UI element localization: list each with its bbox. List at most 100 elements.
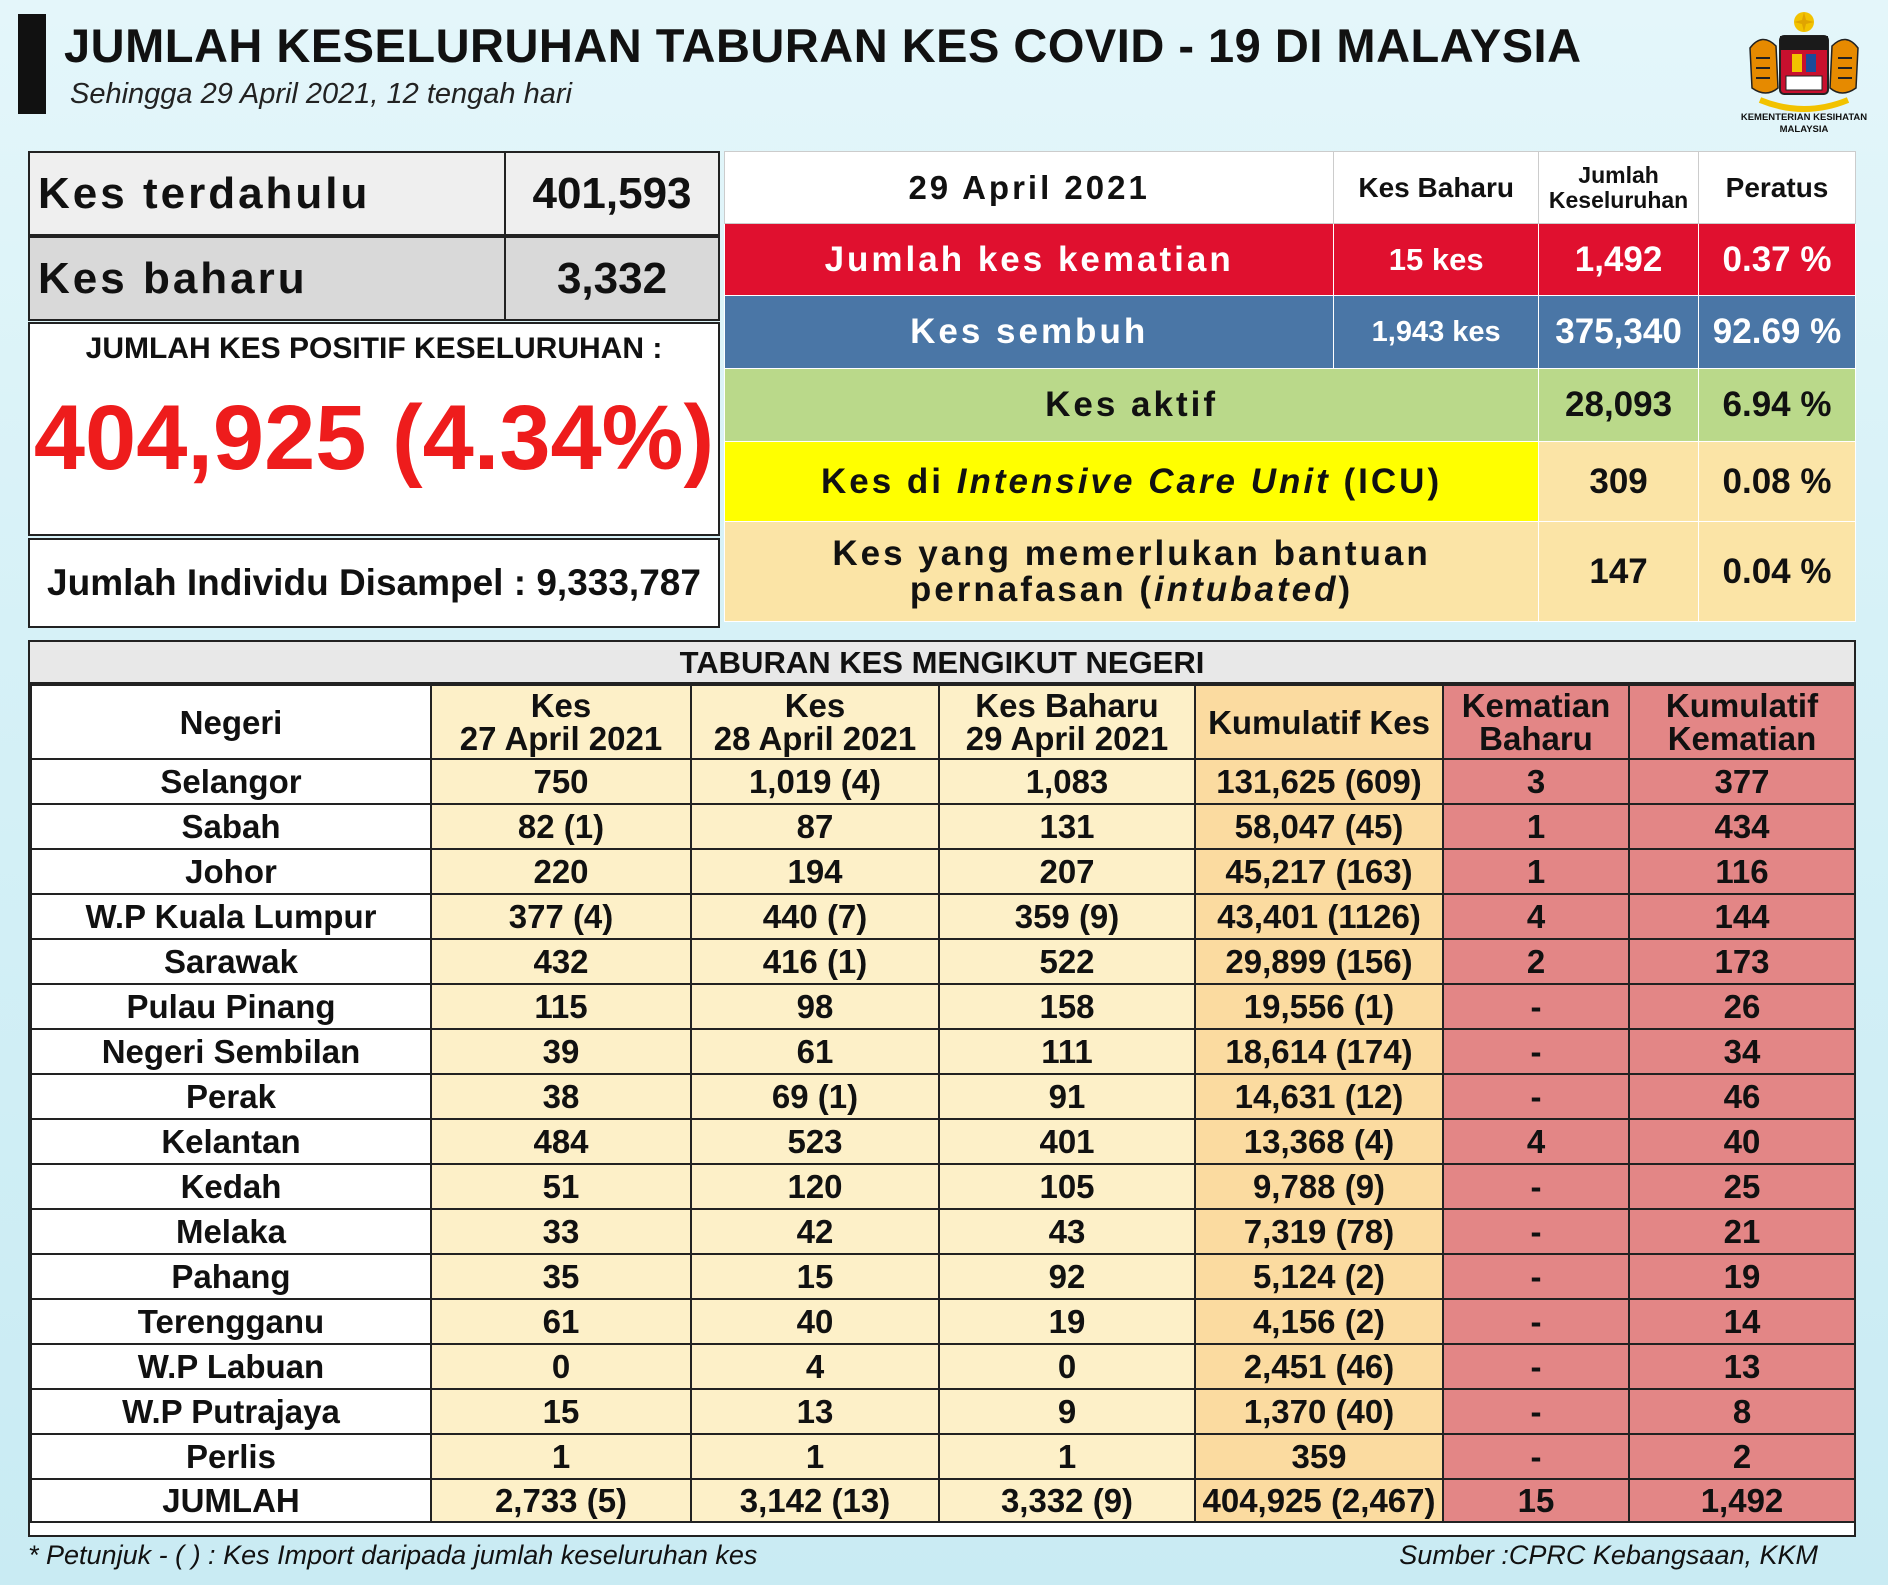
death-row: Jumlah kes kematian 15 kes 1,492 0.37 % — [723, 223, 1856, 296]
state-name: Negeri Sembilan — [30, 1028, 432, 1075]
state-name: W.P Kuala Lumpur — [30, 893, 432, 940]
state-name: Terengganu — [30, 1298, 432, 1345]
logo-caption-line-1: KEMENTERIAN KESIHATAN — [1740, 112, 1868, 123]
state-name: Perlis — [30, 1433, 432, 1480]
header-deaths-line-2: Baharu — [1479, 720, 1593, 757]
cell-cumulative-deaths: 144 — [1628, 893, 1856, 940]
status-col-pct: Peratus — [1698, 151, 1856, 224]
state-table-body: Selangor 750 1,019 (4) 1,083 131,625 (609) 3 3… — [30, 758, 1856, 1523]
cell-29: 522 — [938, 938, 1196, 985]
cell-cumulative: 4,156 (2) — [1194, 1298, 1444, 1345]
intubated-label-post: ) — [1338, 569, 1354, 609]
new-cases-value: 3,332 — [556, 253, 668, 303]
cell-27: 484 — [430, 1118, 692, 1165]
cell-27: 35 — [430, 1253, 692, 1300]
cell-29: 9 — [938, 1388, 1196, 1435]
cell-cumulative-deaths: 2 — [1628, 1433, 1856, 1480]
cell-cumulative: 13,368 (4) — [1194, 1118, 1444, 1165]
intubated-label-italic: intubated — [1154, 569, 1339, 609]
table-row: Sabah 82 (1) 87 131 58,047 (45) 1 434 — [30, 803, 1856, 850]
previous-cases-label: Kes terdahulu — [30, 153, 506, 234]
table-row: W.P Kuala Lumpur 377 (4) 440 (7) 359 (9) 43,… — [30, 893, 1856, 940]
table-row: Sarawak 432 416 (1) 522 29,899 (156) 2 173 — [30, 938, 1856, 985]
state-table: Negeri Kes 27 April 2021 Kes 28 April 2021… — [30, 684, 1856, 1523]
state-name: Kedah — [30, 1163, 432, 1210]
recovered-pct: 92.69 % — [1698, 295, 1856, 369]
cell-29: 105 — [938, 1163, 1196, 1210]
cell-cumulative: 131,625 (609) — [1194, 758, 1444, 805]
source-note: Sumber :CPRC Kebangsaan, KKM — [1399, 1540, 1818, 1570]
status-col-total-line-2: Keseluruhan — [1548, 186, 1689, 213]
cell-cumulative: 359 — [1194, 1433, 1444, 1480]
cell-28: 69 (1) — [690, 1073, 940, 1120]
total-29: 3,332 (9) — [938, 1478, 1196, 1523]
cell-29: 91 — [938, 1073, 1196, 1120]
total-cumulative: 404,925 (2,467) — [1194, 1478, 1444, 1523]
cell-28: 1 — [690, 1433, 940, 1480]
state-name: Selangor — [30, 758, 432, 805]
cell-29: 131 — [938, 803, 1196, 850]
state-table-title: TABURAN KES MENGIKUT NEGERI — [30, 642, 1854, 684]
state-name: Perak — [30, 1073, 432, 1120]
cell-cumulative: 43,401 (1126) — [1194, 893, 1444, 940]
cell-27: 33 — [430, 1208, 692, 1255]
cell-cumulative-deaths: 19 — [1628, 1253, 1856, 1300]
new-cases-label: Kes baharu — [30, 238, 506, 319]
cell-cumulative-deaths: 21 — [1628, 1208, 1856, 1255]
table-row: Melaka 33 42 43 7,319 (78) -21 — [30, 1208, 1856, 1255]
cell-29: 359 (9) — [938, 893, 1196, 940]
cell-new-deaths: 1 — [1442, 848, 1630, 895]
cell-28: 120 — [690, 1163, 940, 1210]
ministry-crest-logo — [1749, 12, 1859, 112]
cell-cumulative: 19,556 (1) — [1194, 983, 1444, 1030]
cell-new-deaths: 4 — [1442, 1118, 1630, 1165]
cell-cumulative-deaths: 8 — [1628, 1388, 1856, 1435]
active-label: Kes aktif — [723, 368, 1540, 442]
logo-caption-line-2: MALAYSIA — [1779, 124, 1829, 136]
cell-29: 111 — [938, 1028, 1196, 1075]
header-29-line-1: Kes Baharu — [975, 687, 1159, 724]
cell-cumulative: 1,370 (40) — [1194, 1388, 1444, 1435]
cell-28: 194 — [690, 848, 940, 895]
cell-28: 15 — [690, 1253, 940, 1300]
intubated-label-line-1: Kes yang memerlukan bantuan — [832, 533, 1431, 573]
cell-new-deaths: - — [1442, 983, 1630, 1030]
active-total: 28,093 — [1538, 368, 1700, 442]
table-row: Kelantan 484 523 401 13,368 (4) 4 40 — [30, 1118, 1856, 1165]
recovered-label: Kes sembuh — [723, 295, 1335, 369]
cell-29: 19 — [938, 1298, 1196, 1345]
table-row: Kedah 51 120 105 9,788 (9) -25 — [30, 1163, 1856, 1210]
active-row: Kes aktif 28,093 6.94 % — [723, 368, 1856, 442]
table-row: Pulau Pinang 115 98 158 19,556 (1) -26 — [30, 983, 1856, 1030]
table-row: Pahang 35 15 92 5,124 (2) -19 — [30, 1253, 1856, 1300]
header-new-deaths: Kematian Baharu — [1442, 684, 1630, 760]
cell-27: 82 (1) — [430, 803, 692, 850]
cell-cumulative-deaths: 14 — [1628, 1298, 1856, 1345]
header-27-line-2: 27 April 2021 — [459, 720, 663, 757]
state-name: W.P Putrajaya — [30, 1388, 432, 1435]
cell-29: 0 — [938, 1343, 1196, 1390]
cell-cumulative-deaths: 25 — [1628, 1163, 1856, 1210]
intubated-label-line-2: pernafasan (intubated) — [725, 569, 1538, 609]
intubated-pct: 0.04 % — [1698, 521, 1856, 622]
table-row: Perlis 1 1 1 359-2 — [30, 1433, 1856, 1480]
header-cumulative-deaths: Kumulatif Kematian — [1628, 684, 1856, 760]
cell-27: 38 — [430, 1073, 692, 1120]
state-name: Pulau Pinang — [30, 983, 432, 1030]
status-header-row: 29 April 2021 Kes Baharu Jumlah Keseluru… — [723, 151, 1856, 224]
title-accent-bar — [18, 14, 46, 114]
cell-28: 61 — [690, 1028, 940, 1075]
status-col-new: Kes Baharu — [1333, 151, 1540, 224]
cell-29: 43 — [938, 1208, 1196, 1255]
total-positive-box: JUMLAH KES POSITIF KESELURUHAN : 404,925… — [28, 322, 720, 536]
page-subtitle: Sehingga 29 April 2021, 12 tengah hari — [70, 78, 572, 110]
cell-27: 61 — [430, 1298, 692, 1345]
header-deaths-line-1: Kematian — [1461, 687, 1611, 724]
cell-29: 207 — [938, 848, 1196, 895]
header-28-line-1: Kes — [784, 687, 846, 724]
active-pct: 6.94 % — [1698, 368, 1856, 442]
cell-28: 440 (7) — [690, 893, 940, 940]
cell-new-deaths: - — [1442, 1388, 1630, 1435]
cell-cumulative-deaths: 40 — [1628, 1118, 1856, 1165]
state-name: Johor — [30, 848, 432, 895]
